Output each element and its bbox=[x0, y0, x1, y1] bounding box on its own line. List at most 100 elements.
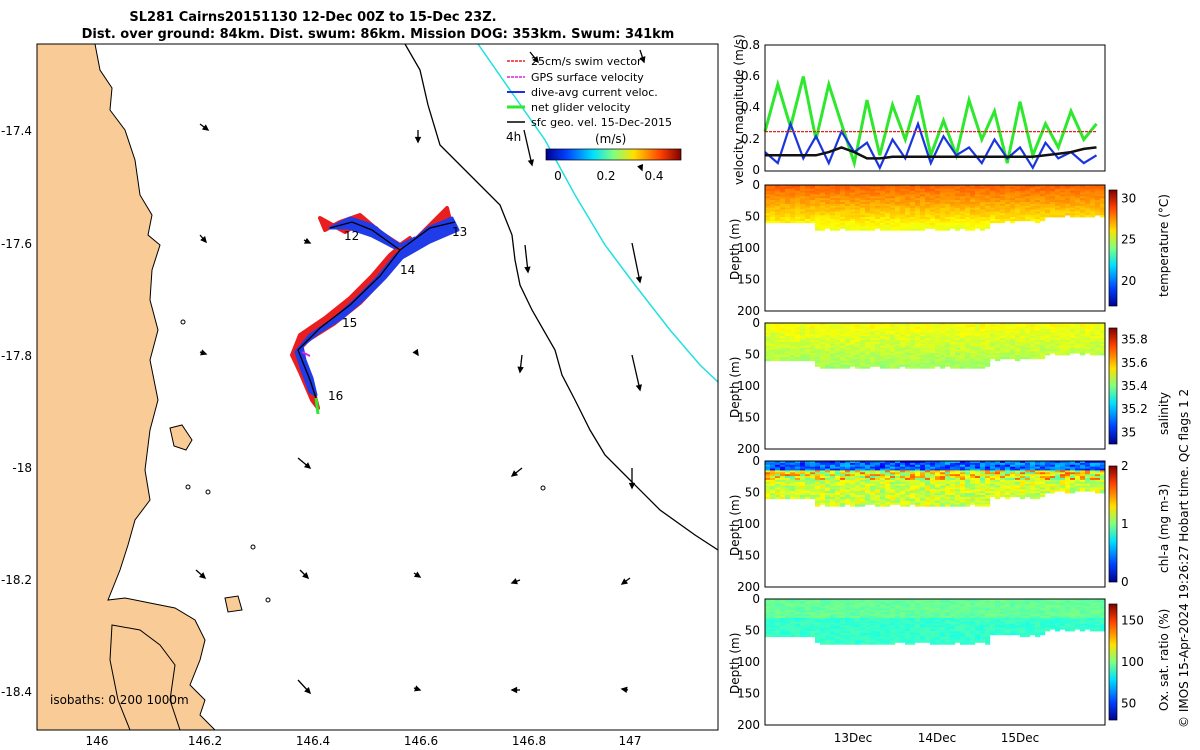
heatmap-cell bbox=[855, 338, 861, 341]
heatmap-cell bbox=[1000, 468, 1006, 471]
heatmap-cell bbox=[870, 476, 876, 479]
heatmap-cell bbox=[905, 470, 911, 473]
heatmap-cell bbox=[1020, 468, 1026, 471]
heatmap-cell bbox=[895, 196, 901, 199]
heatmap-cell bbox=[835, 600, 841, 604]
heatmap-cell bbox=[1065, 340, 1071, 343]
heatmap-cell bbox=[815, 340, 821, 343]
heatmap-cell bbox=[920, 330, 926, 333]
heatmap-cell bbox=[960, 338, 966, 341]
heatmap-cell bbox=[1040, 211, 1046, 214]
heatmap-cell bbox=[840, 362, 846, 365]
heatmap-cell bbox=[780, 332, 786, 335]
heatmap-cell bbox=[865, 491, 871, 494]
heatmap-cell bbox=[765, 188, 771, 191]
heatmap-cell bbox=[935, 220, 941, 224]
heatmap-cell bbox=[805, 196, 811, 199]
heatmap-cell bbox=[865, 362, 871, 365]
heatmap-cell bbox=[960, 347, 966, 350]
heatmap-cell bbox=[1075, 323, 1081, 326]
heatmap-cell bbox=[850, 483, 856, 486]
heatmap-cell bbox=[865, 366, 871, 369]
heatmap-cell bbox=[975, 332, 981, 335]
heatmap-cell bbox=[900, 217, 906, 220]
heatmap-cell bbox=[980, 326, 986, 329]
heatmap-cell bbox=[1040, 324, 1046, 328]
heatmap-cell bbox=[910, 190, 916, 193]
heatmap-cell bbox=[1080, 332, 1086, 335]
heatmap-cell bbox=[880, 194, 886, 197]
heatmap-cell bbox=[820, 347, 826, 350]
heatmap-cell bbox=[845, 222, 851, 225]
heatmap-cell bbox=[805, 209, 811, 212]
heatmap-cell bbox=[900, 334, 906, 337]
heatmap-cell bbox=[865, 462, 871, 466]
heatmap-cell bbox=[1005, 340, 1011, 343]
heatmap-cell bbox=[1000, 355, 1006, 358]
heatmap-cell bbox=[1000, 464, 1006, 467]
heatmap-cell bbox=[1080, 324, 1086, 328]
heatmap-cell bbox=[865, 472, 871, 475]
heatmap-cell bbox=[1035, 476, 1041, 479]
heatmap-cell bbox=[765, 493, 771, 496]
heatmap-cell bbox=[980, 330, 986, 333]
heatmap-cell bbox=[915, 200, 921, 203]
heatmap-cell bbox=[820, 476, 826, 479]
heatmap-cell bbox=[1075, 209, 1081, 212]
heatmap-cell bbox=[825, 487, 831, 490]
heatmap-cell bbox=[785, 621, 791, 624]
heatmap-cell bbox=[1070, 190, 1076, 193]
heatmap-cell bbox=[1035, 353, 1041, 356]
heatmap-cell bbox=[795, 627, 801, 630]
heatmap-cell bbox=[960, 202, 966, 205]
heatmap-cell bbox=[770, 357, 776, 360]
heatmap-cell bbox=[840, 479, 846, 483]
heatmap-cell bbox=[1050, 474, 1056, 477]
heatmap-cell bbox=[1080, 485, 1086, 488]
heatmap-cell bbox=[1020, 476, 1026, 479]
heatmap-cell bbox=[780, 478, 786, 481]
heatmap-cell bbox=[1070, 207, 1076, 210]
heatmap-cell bbox=[1070, 472, 1076, 475]
heatmap-cell bbox=[830, 338, 836, 341]
heatmap-cell bbox=[1055, 343, 1061, 346]
heatmap-cell bbox=[765, 358, 771, 362]
heatmap-cell bbox=[940, 215, 946, 218]
heatmap-cell bbox=[970, 358, 976, 362]
heatmap-cell bbox=[780, 336, 786, 339]
heatmap-cell bbox=[855, 207, 861, 210]
heatmap-cell bbox=[840, 634, 846, 638]
heatmap-cell bbox=[990, 474, 996, 477]
heatmap-cell bbox=[825, 616, 831, 619]
heatmap-cell bbox=[1080, 483, 1086, 486]
heatmap-cell bbox=[885, 474, 891, 477]
heatmap-cell bbox=[770, 188, 776, 191]
heatmap-cell bbox=[845, 343, 851, 346]
heatmap-cell bbox=[820, 468, 826, 471]
heatmap-cell bbox=[1005, 347, 1011, 350]
heatmap-cell bbox=[990, 200, 996, 203]
heatmap-cell bbox=[980, 481, 986, 484]
heatmap-cell bbox=[770, 192, 776, 195]
heatmap-cell bbox=[915, 466, 921, 469]
heatmap-cell bbox=[895, 338, 901, 341]
heatmap-cell bbox=[900, 500, 906, 503]
heatmap-cell bbox=[785, 220, 791, 224]
heatmap-cell bbox=[945, 219, 951, 222]
heatmap-cell bbox=[800, 332, 806, 335]
lat-tick: -18.4 bbox=[1, 685, 32, 699]
heatmap-cell bbox=[960, 461, 966, 464]
heatmap-cell bbox=[965, 334, 971, 337]
heatmap-cell bbox=[795, 186, 801, 190]
heatmap-cell bbox=[855, 625, 861, 628]
heatmap-cell bbox=[1065, 186, 1071, 190]
heatmap-cell bbox=[1065, 349, 1071, 352]
heatmap-cell bbox=[1090, 462, 1096, 466]
heatmap-cell bbox=[885, 353, 891, 356]
heatmap-cell bbox=[830, 347, 836, 350]
heatmap-cell bbox=[950, 496, 956, 500]
heatmap-cell bbox=[1070, 334, 1076, 337]
heatmap-cell bbox=[770, 205, 776, 208]
heatmap-cell bbox=[1030, 209, 1036, 212]
heatmap-cell bbox=[790, 323, 796, 326]
